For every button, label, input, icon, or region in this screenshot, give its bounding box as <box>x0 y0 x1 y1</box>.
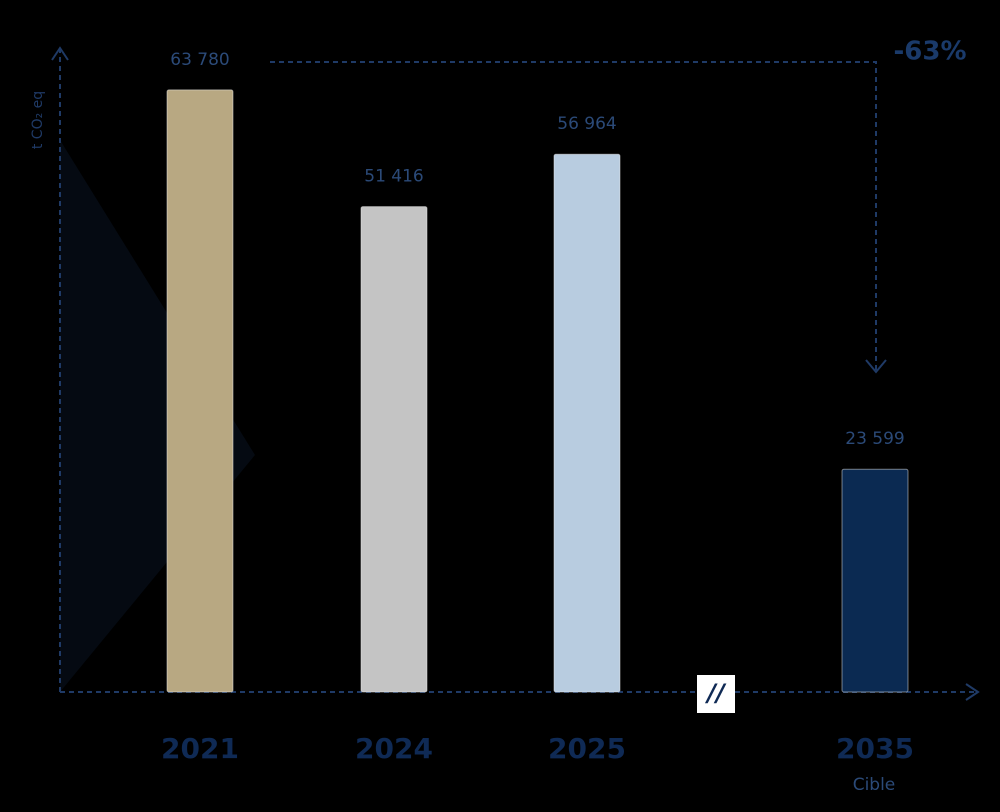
value-label: 51 416 <box>364 167 423 187</box>
bar <box>841 468 909 693</box>
bar <box>360 206 428 693</box>
change-arrow <box>270 61 877 370</box>
change-arrowhead <box>865 359 887 374</box>
category-note: Cible <box>853 775 896 795</box>
x-tick-label: 2021 <box>161 732 239 765</box>
x-tick-label: 2025 <box>548 732 626 765</box>
axis-break-mark: // <box>704 679 727 707</box>
x-tick-label: 2024 <box>355 732 433 765</box>
bar <box>553 153 621 693</box>
x-tick-label: 2035 <box>836 732 914 765</box>
axis-break <box>697 675 735 713</box>
y-axis-label: t CO₂ eq <box>30 91 46 149</box>
background-shape <box>60 140 255 692</box>
value-label: 23 599 <box>845 429 904 449</box>
bar <box>166 89 234 693</box>
value-label: 56 964 <box>557 114 616 134</box>
x-axis-arrow <box>965 683 980 701</box>
value-label: 63 780 <box>170 50 229 70</box>
y-axis-arrow <box>51 46 69 61</box>
change-label: -63% <box>893 37 966 67</box>
